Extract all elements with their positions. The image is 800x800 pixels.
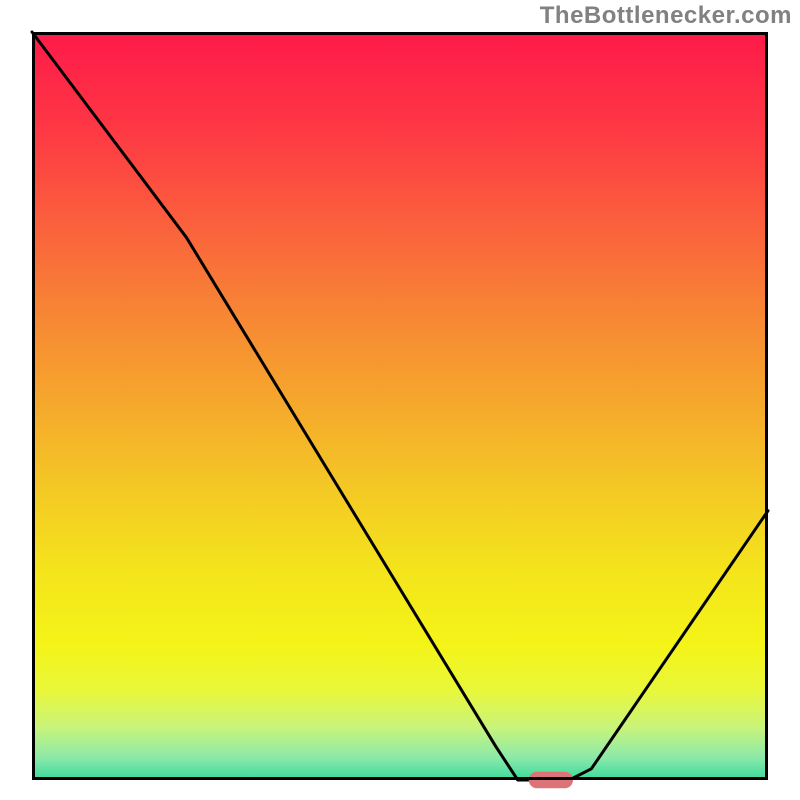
chart-background [32,32,768,780]
chart-stage: TheBottlenecker.com [0,0,800,800]
chart-svg [0,0,800,800]
